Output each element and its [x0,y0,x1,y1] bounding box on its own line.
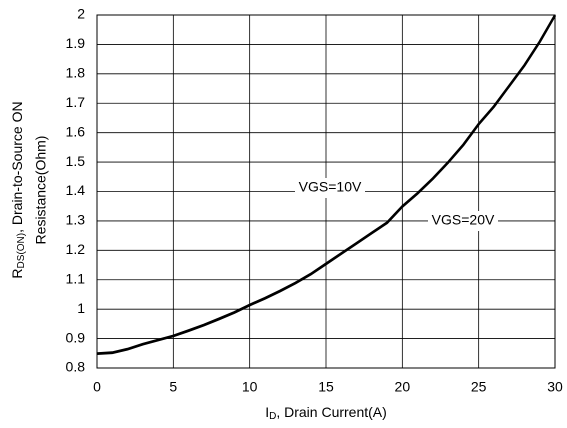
curves [96,14,556,355]
x-label-rest: , Drain Current(A) [276,404,386,420]
plot-frame [96,14,556,369]
x-tick-label: 10 [242,379,258,395]
y-axis-label-2: Resistance(Ohm) [33,136,49,245]
y-tick-label: 1.9 [66,35,86,51]
label-background [295,178,365,198]
y-tick-label: 1.4 [66,182,86,198]
y-tick-label: 1.7 [66,94,86,110]
series-line [96,15,556,355]
x-label-sub: D [269,411,276,422]
y-label-main: R [9,268,25,278]
x-label-main: I [265,404,269,420]
y-tick-label: 1.2 [66,241,86,257]
x-tick-label: 0 [93,379,101,395]
label-background [428,211,498,231]
y-tick-label: 1.1 [66,270,86,286]
y-tick-label: 2 [77,6,85,22]
y-axis-label: RDS(ON), Drain-to-Source ON [9,101,27,278]
y-tick-label: 1.8 [66,65,86,81]
y-tick-label: 0.9 [66,329,86,345]
x-tick-label: 20 [395,379,411,395]
labels: 0.80.911.11.21.31.41.51.61.71.81.920 5 10 1… [66,6,563,395]
x-tick-label: 30 [547,379,563,395]
x-tick-label: 25 [471,379,487,395]
y-label-rest: , Drain-to-Source ON [9,101,25,232]
series-label: VGS=10V [299,179,362,195]
x-axis-label: ID, Drain Current(A) [265,404,387,422]
series-label: VGS=20V [432,212,495,228]
y-tick-label: 1.5 [66,153,86,169]
x-tick-label: 15 [318,379,334,395]
x-tick-label: 5 [169,379,177,395]
y-tick-label: 1.3 [66,212,86,228]
y-tick-label: 1 [77,300,85,316]
y-tick-label: 0.8 [66,359,86,375]
y-tick-label: 1.6 [66,123,86,139]
y-label-sub: DS(ON) [16,233,27,269]
